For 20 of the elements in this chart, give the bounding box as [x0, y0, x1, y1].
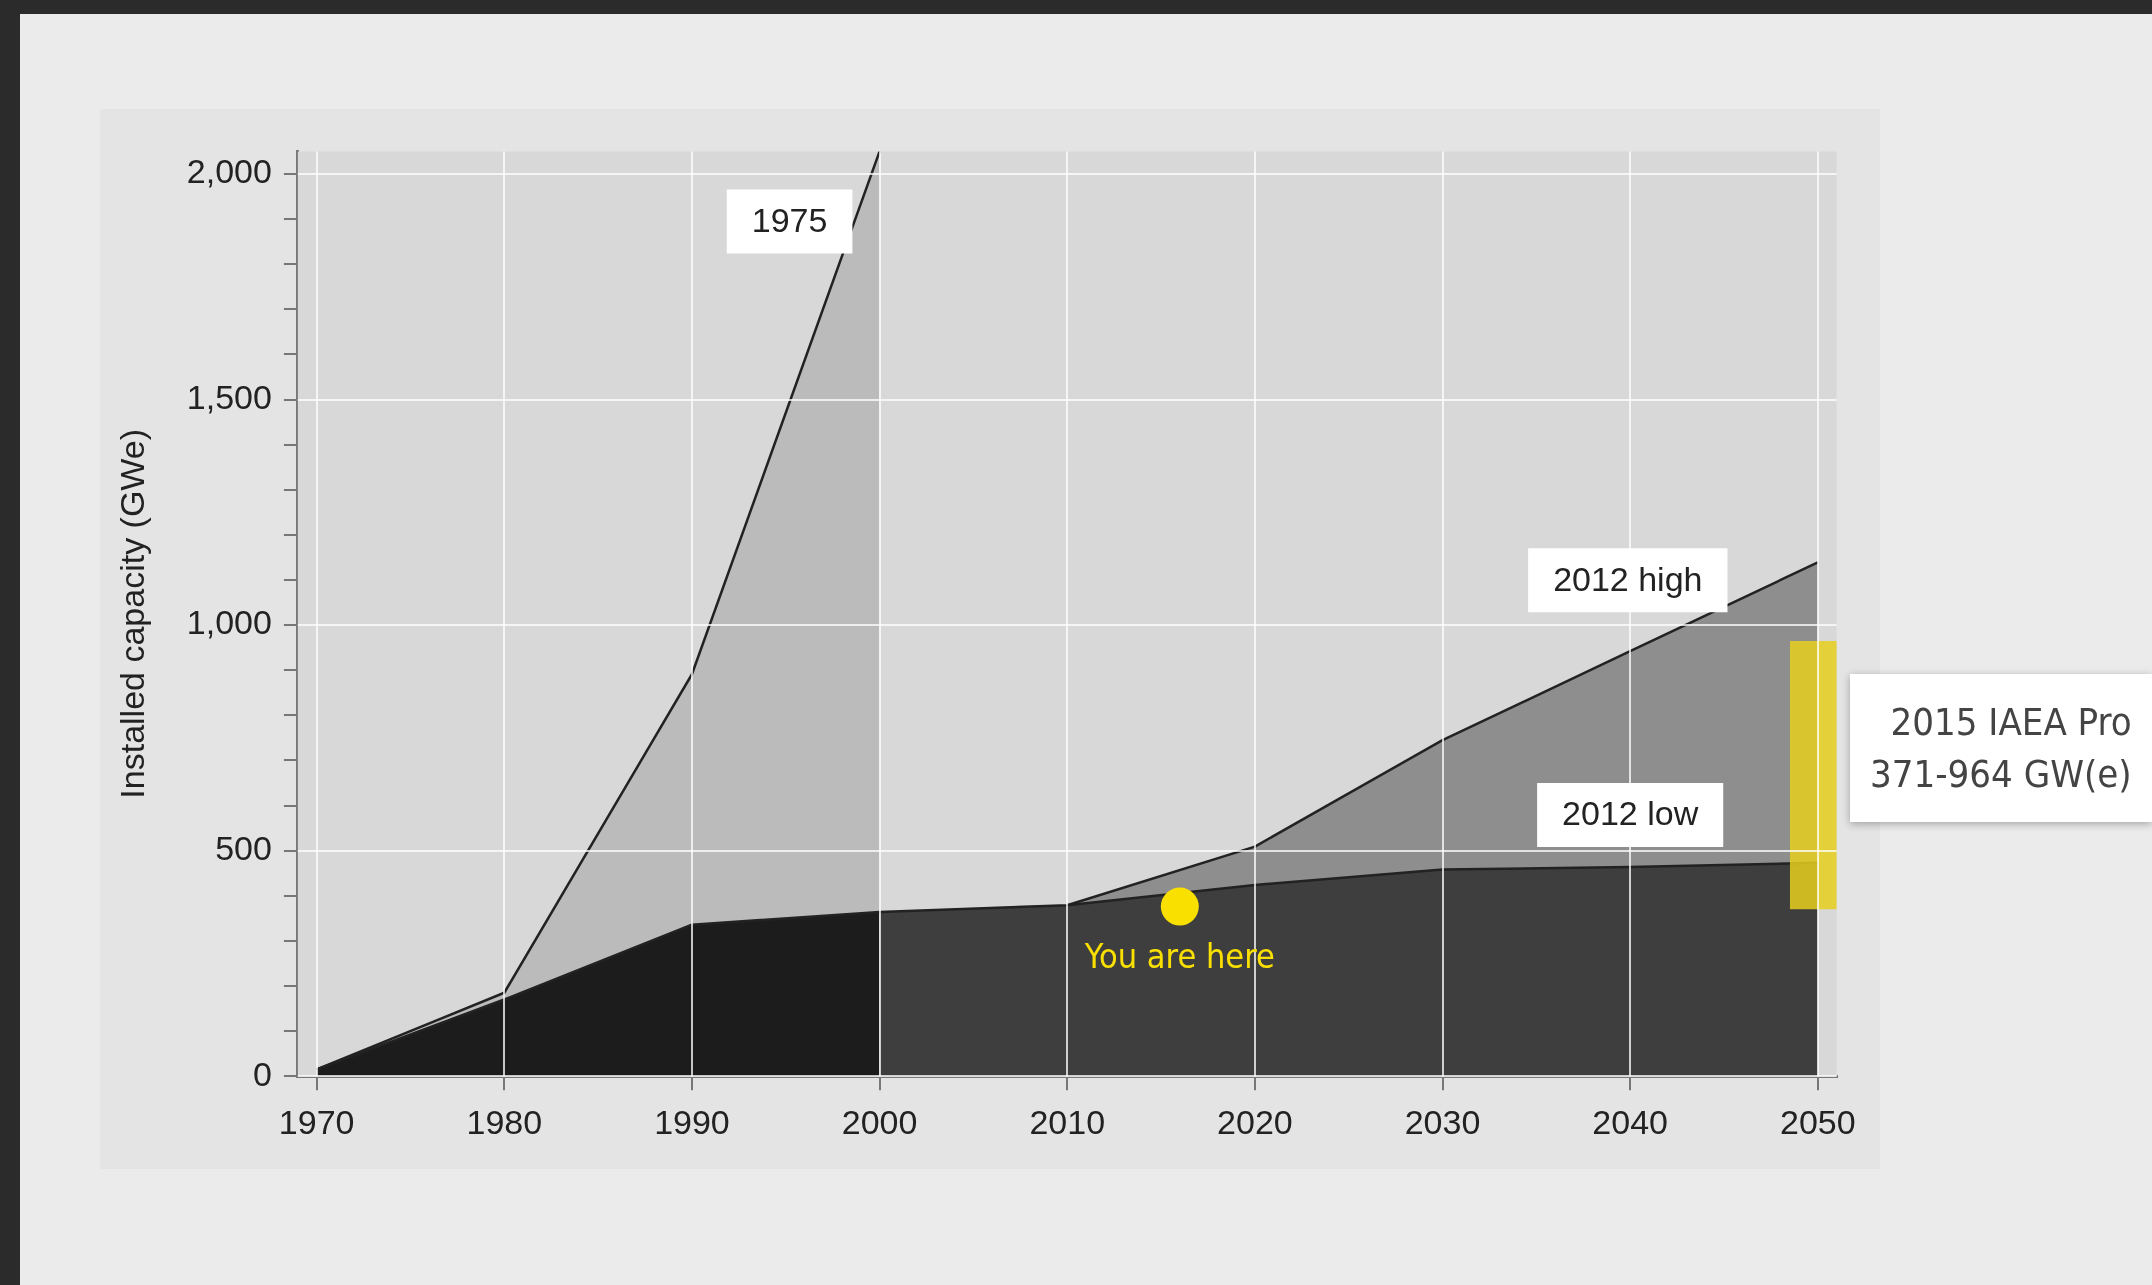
x-tick-label: 2010	[1029, 1102, 1106, 1141]
series-label: 2012 low	[1562, 794, 1699, 833]
y-tick-label: 500	[215, 829, 272, 868]
y-tick-label: 0	[252, 1054, 272, 1093]
text: 2015 IAEA Pro	[1889, 699, 2132, 746]
x-tick-label: 2020	[1217, 1102, 1293, 1141]
text: 371-964 GW(e)	[1870, 751, 2132, 798]
x-tick-label: 2050	[1780, 1102, 1856, 1141]
series-label: 2012 high	[1553, 559, 1703, 598]
y-tick-label: 2,000	[186, 152, 272, 191]
x-tick-label: 1990	[654, 1102, 730, 1141]
series-label: 1975	[751, 200, 828, 239]
y-axis-title: Installed capacity (GWe)	[112, 428, 151, 799]
x-tick-label: 2030	[1404, 1102, 1481, 1141]
x-tick-label: 2000	[841, 1102, 918, 1141]
x-tick-label: 1980	[466, 1102, 543, 1141]
y-tick-label: 1,500	[186, 377, 272, 416]
x-tick-label: 1970	[278, 1102, 355, 1141]
x-tick-label: 2040	[1592, 1102, 1668, 1141]
y-tick-label: 1,000	[186, 603, 272, 642]
